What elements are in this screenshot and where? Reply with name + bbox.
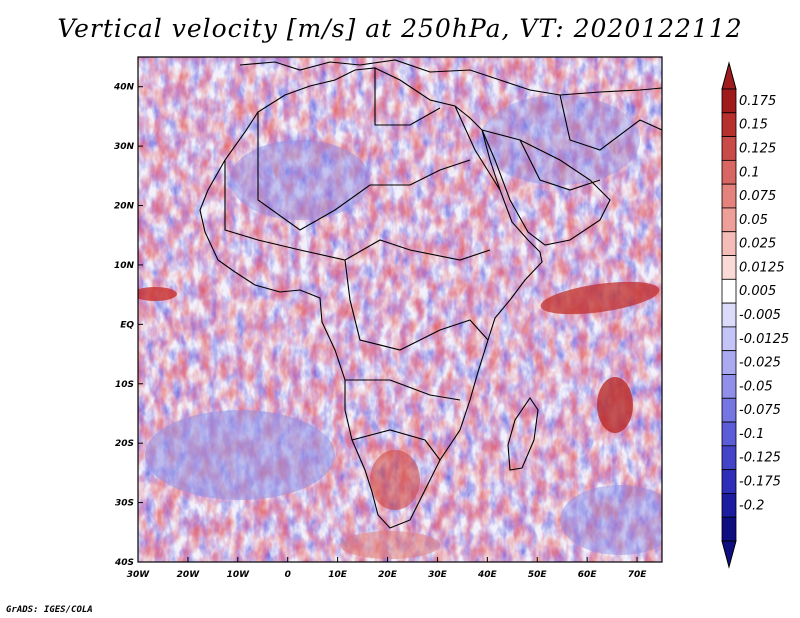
lon-tick-label: 30E xyxy=(428,570,448,580)
colorbar-label: -0.0125 xyxy=(739,332,789,347)
lon-tick-label: 10E xyxy=(328,570,348,580)
colorbar-label: 0.005 xyxy=(739,284,776,299)
colorbar-swatch xyxy=(721,231,737,256)
colorbar-label: -0.2 xyxy=(739,498,764,513)
lon-tick-label: 70E xyxy=(628,570,648,580)
lat-tick-label: 20S xyxy=(115,439,134,449)
colorbar-swatch xyxy=(721,516,737,542)
colorbar-label: 0.0125 xyxy=(739,260,785,275)
colorbar-swatch xyxy=(721,112,737,137)
colorbar-swatch xyxy=(721,397,737,423)
lon-tick-label: 60E xyxy=(578,570,598,580)
credit-text: GrADS: IGES/COLA xyxy=(6,605,93,615)
colorbar-label: 0.1 xyxy=(739,165,760,180)
colorbar-swatch xyxy=(721,136,737,161)
colorbar-swatch xyxy=(721,88,737,114)
colorbar-swatch xyxy=(721,421,737,447)
chart-title: Vertical velocity [m/s] at 250hPa, VT: 2… xyxy=(57,14,743,43)
colorbar-min-arrow xyxy=(721,540,737,569)
lat-tick-label: 10S xyxy=(115,380,134,390)
colorbar-swatch xyxy=(721,159,737,185)
colorbar: 0.175 0.15 0.125 0.1 0.075 0.05 0.025 0.0125 0.0… xyxy=(721,61,789,569)
colorbar-label: 0.125 xyxy=(739,141,776,156)
colorbar-label: 0.05 xyxy=(739,213,768,228)
colorbar-label: -0.125 xyxy=(739,451,781,466)
lat-tick-label: 30N xyxy=(114,142,135,152)
colorbar-label: 0.175 xyxy=(739,94,776,109)
colorbar-label: 0.075 xyxy=(739,189,776,204)
colorbar-label: -0.005 xyxy=(739,308,781,323)
plot-frame xyxy=(137,56,663,563)
colorbar-swatch xyxy=(721,278,737,304)
lat-tick-label: EQ xyxy=(120,320,134,330)
colorbar-label: 0.15 xyxy=(739,118,768,133)
lon-tick-label: 0 xyxy=(285,570,291,580)
colorbar-label: -0.025 xyxy=(739,356,781,371)
lat-tick-label: 40S xyxy=(114,558,134,568)
colorbar-swatch xyxy=(721,255,737,280)
lon-tick-label: 40E xyxy=(477,570,498,580)
lat-tick-label: 20N xyxy=(114,202,135,212)
colorbar-max-arrow xyxy=(721,61,737,90)
lat-tick-label: 30S xyxy=(115,499,134,509)
colorbar-label: 0.025 xyxy=(739,237,776,252)
field-shading xyxy=(138,57,662,562)
colorbar-swatch xyxy=(721,374,737,399)
lon-tick-label: 50E xyxy=(528,570,548,580)
coastlines-and-borders xyxy=(199,59,662,529)
colorbar-swatch xyxy=(721,350,737,375)
lon-tick-label: 20W xyxy=(177,570,201,580)
map-panel: 30W 20W 10W 0 10E 20E 30E 40E 50E 60E 70E 40N 30N 20… xyxy=(113,56,789,580)
lon-tick-label: 20E xyxy=(378,570,398,580)
colorbar-swatch xyxy=(721,469,737,494)
lon-tick-label: 10W xyxy=(227,570,251,580)
lat-tick-label: 10N xyxy=(114,261,135,271)
colorbar-swatch xyxy=(721,183,737,209)
colorbar-label: -0.1 xyxy=(739,427,764,442)
colorbar-swatch xyxy=(721,493,737,518)
colorbar-label: -0.05 xyxy=(739,379,773,394)
lon-axis: 30W 20W 10W 0 10E 20E 30E 40E 50E 60E 70E xyxy=(127,557,647,580)
lat-tick-label: 40N xyxy=(113,83,135,93)
colorbar-label: -0.075 xyxy=(739,403,781,418)
colorbar-swatch xyxy=(721,302,737,328)
colorbar-swatch xyxy=(721,207,737,233)
colorbar-swatch xyxy=(721,326,737,352)
lon-tick-label: 30W xyxy=(127,570,151,580)
colorbar-label: -0.175 xyxy=(739,475,781,490)
colorbar-swatch xyxy=(721,445,737,471)
lat-axis: 40N 30N 20N 10N EQ 10S 20S 30S 40S xyxy=(113,83,143,568)
